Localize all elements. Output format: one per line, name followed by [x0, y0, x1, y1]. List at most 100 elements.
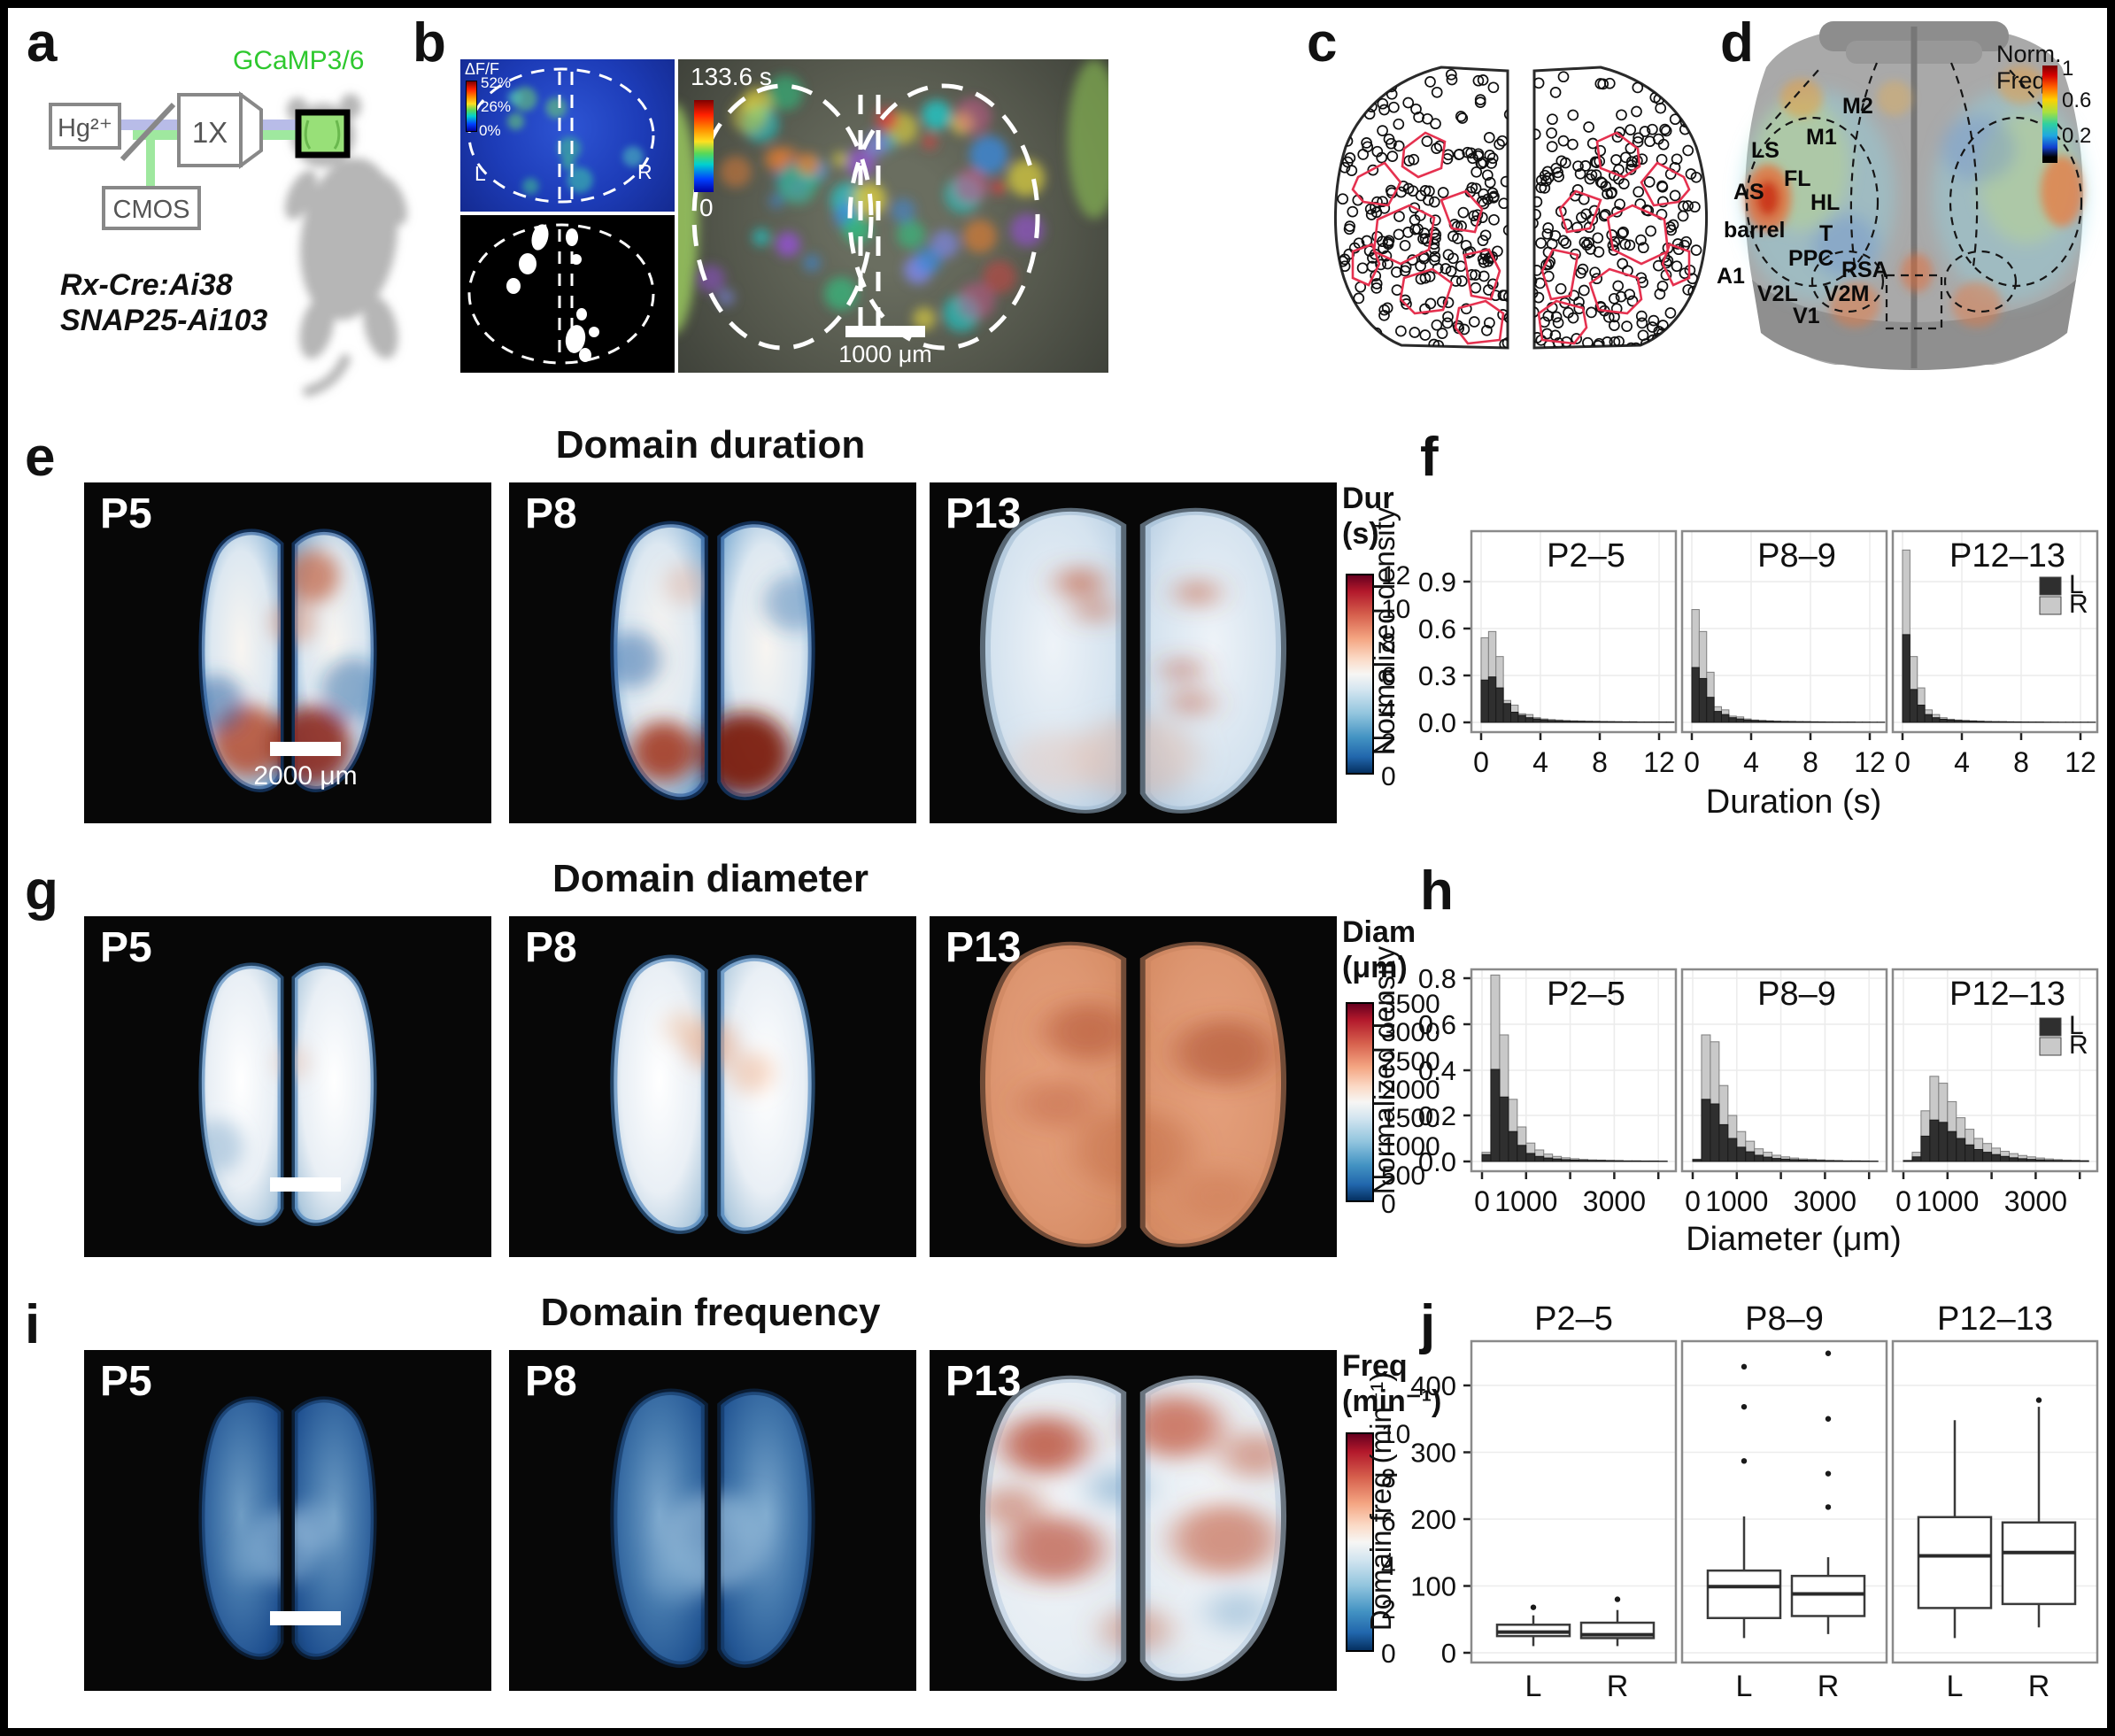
region-T: T — [1819, 221, 1833, 246]
svg-text:8: 8 — [1592, 746, 1608, 778]
colorbar-tick: 1500 — [1381, 1104, 1440, 1134]
colorbar-tick: 0 — [1381, 762, 1396, 791]
svg-text:3000: 3000 — [1583, 1185, 1646, 1217]
map-age-label: P8 — [525, 924, 577, 971]
colorbar-title: Diam — [1342, 915, 1416, 949]
svg-text:L: L — [1736, 1670, 1753, 1703]
svg-text:100: 100 — [1410, 1571, 1456, 1602]
objective-nose-icon — [239, 91, 263, 169]
panel-label-j: j — [1420, 1294, 1436, 1355]
normalized-frequency-map-panel: M2 M1 LS FL AS HL barrel T PPC RSA A1 V2… — [1713, 14, 2115, 374]
svg-text:12: 12 — [2065, 746, 2096, 778]
colorbar-tick: 12 — [1381, 561, 1411, 590]
domain-composite-image: 133.6 s 0 1000 μm — [678, 59, 1108, 373]
map-age-label: P13 — [946, 490, 1022, 537]
colorbar-tick: 10 — [1381, 1420, 1411, 1449]
time-min-label: 0 — [699, 194, 714, 221]
svg-text:P12–13: P12–13 — [1949, 537, 2065, 575]
svg-text:12: 12 — [1643, 746, 1675, 778]
svg-text:R: R — [2069, 1030, 2088, 1060]
calcium-imaging-panel: ΔF/F 52% 26% 0% L R — [457, 53, 1112, 381]
svg-text:0.0: 0.0 — [1418, 707, 1456, 738]
mouse-line-1: Rx-Cre:Ai38 — [60, 268, 233, 302]
map-age-label: P5 — [100, 924, 152, 971]
panel-label-c: c — [1307, 12, 1338, 73]
right-hemisphere-label: R — [637, 160, 652, 183]
dff-tick-max: 52% — [481, 74, 512, 91]
colorbar-title: Dur — [1342, 482, 1394, 515]
svg-text:0.0: 0.0 — [1418, 1146, 1456, 1177]
svg-text:0: 0 — [1441, 1638, 1456, 1669]
svg-text:1000: 1000 — [1494, 1185, 1557, 1217]
duration-map-p8: P8 — [509, 482, 916, 823]
left-hemisphere-label: L — [475, 162, 486, 185]
svg-text:Diameter (μm): Diameter (μm) — [1686, 1221, 1902, 1258]
imaging-setup-schematic: GCaMP3/6 Hg²⁺ 1X CMOS Rx-Cre:Ai38 SNAP25… — [16, 7, 441, 405]
dff-colorbar — [466, 81, 477, 132]
d-colorbar — [2042, 66, 2057, 163]
colorbar-tick: 4 — [1381, 695, 1396, 725]
svg-text:300: 300 — [1410, 1438, 1456, 1469]
diameter-map-p8: P8 — [509, 916, 916, 1257]
svg-text:3000: 3000 — [2004, 1185, 2067, 1217]
svg-text:0.6: 0.6 — [1418, 1009, 1456, 1040]
brain-outline-dashed — [467, 223, 655, 365]
svg-text:0: 0 — [1684, 746, 1700, 778]
svg-text:8: 8 — [1802, 746, 1818, 778]
colorbar-tick: 8 — [1381, 628, 1396, 658]
domain-mask-image — [460, 215, 675, 373]
svg-text:Domain freq (min⁻¹): Domain freq (min⁻¹) — [1364, 1372, 1397, 1631]
beamsplitter-icon — [120, 102, 176, 162]
colorbar-tick: 6 — [1381, 661, 1396, 691]
region-V2L: V2L — [1757, 282, 1798, 306]
dff-tick-min: 0% — [479, 122, 501, 139]
svg-text:R: R — [2069, 590, 2088, 619]
colorbar-tick: 3500 — [1381, 990, 1440, 1019]
time-max-label: 133.6 s — [691, 63, 772, 90]
svg-text:4: 4 — [1954, 746, 1970, 778]
svg-text:0: 0 — [1895, 746, 1910, 778]
svg-text:0.4: 0.4 — [1418, 1055, 1456, 1086]
d-colorbar-tick-02: 0.2 — [2062, 124, 2092, 148]
svg-text:L: L — [2069, 1011, 2084, 1040]
section-g-title: Domain diameter — [552, 857, 868, 900]
colorbar-title-2: (μm) — [1342, 951, 1408, 984]
duration-map-p13: P13 — [930, 482, 1337, 823]
svg-text:P12–13: P12–13 — [1949, 976, 2065, 1013]
frequency-map-p13: P13 — [930, 1350, 1337, 1691]
lamp-label: Hg²⁺ — [57, 114, 113, 143]
dff-frame-image: ΔF/F 52% 26% 0% L R — [460, 59, 675, 212]
setup-drawing — [49, 91, 407, 397]
colorbar-title-2: (s) — [1342, 517, 1379, 551]
panel-label-g: g — [25, 860, 58, 922]
panel-label-h: h — [1420, 860, 1454, 922]
svg-text:400: 400 — [1410, 1370, 1456, 1401]
svg-text:0: 0 — [1685, 1185, 1701, 1217]
emission-beam-vertical — [146, 140, 155, 189]
panel-label-b: b — [413, 12, 446, 73]
map-age-label: P5 — [100, 1358, 152, 1405]
colorbar-tick: 3000 — [1381, 1018, 1440, 1048]
region-AS: AS — [1733, 180, 1764, 204]
svg-text:P8–9: P8–9 — [1757, 976, 1836, 1013]
panel-label-e: e — [25, 427, 56, 488]
map-age-label: P13 — [946, 924, 1022, 971]
svg-text:0.6: 0.6 — [1418, 613, 1456, 644]
region-PPC: PPC — [1788, 246, 1834, 271]
scalebar-e-label: 2000 μm — [253, 761, 358, 791]
mouse-line-2: SNAP25-Ai103 — [60, 304, 268, 337]
svg-text:Normalized density: Normalized density — [1368, 945, 1401, 1194]
svg-text:1000: 1000 — [1916, 1185, 1979, 1217]
scalebar-g — [270, 1177, 341, 1192]
camera-box — [102, 186, 201, 230]
svg-text:3000: 3000 — [1794, 1185, 1856, 1217]
lamp-box — [49, 103, 121, 150]
camera-label: CMOS — [112, 196, 190, 224]
colorbar-title: Freq — [1342, 1349, 1408, 1383]
section-e-title: Domain duration — [555, 423, 866, 467]
region-V2M: V2M — [1824, 282, 1870, 306]
svg-text:0.2: 0.2 — [1418, 1100, 1456, 1131]
svg-text:200: 200 — [1410, 1504, 1456, 1535]
duration-colorbar: Dur (s) 12 10 8 6 4 2 0 — [1342, 482, 1448, 854]
map-age-label: P5 — [100, 490, 152, 537]
